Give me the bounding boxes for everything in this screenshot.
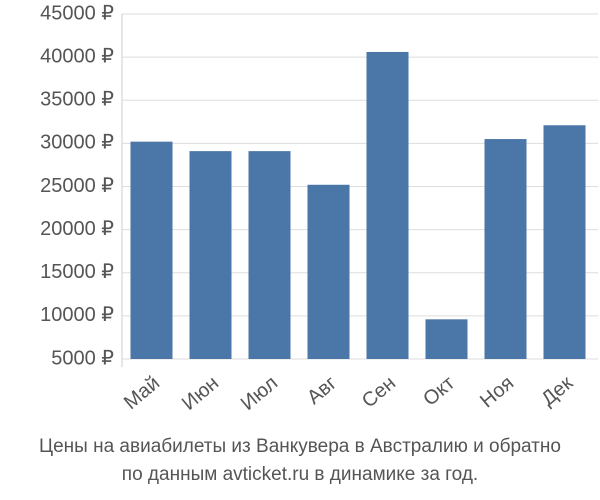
bar xyxy=(543,125,586,359)
y-tick-label: 25000 ₽ xyxy=(40,175,114,197)
y-tick-label: 15000 ₽ xyxy=(40,261,114,283)
y-tick-label: 5000 ₽ xyxy=(51,347,114,369)
x-tick-label: Сен xyxy=(358,372,400,412)
x-tick-label: Авг xyxy=(303,372,341,409)
x-tick-label: Май xyxy=(120,372,164,414)
y-tick-label: 10000 ₽ xyxy=(40,304,114,326)
x-tick-label: Июн xyxy=(178,372,223,415)
bar xyxy=(425,319,468,359)
bar xyxy=(484,139,527,359)
y-tick-label: 35000 ₽ xyxy=(40,89,114,111)
chart-subtitle: по данным avticket.ru в динамике за год. xyxy=(122,464,478,485)
bar xyxy=(366,51,409,359)
y-tick-label: 20000 ₽ xyxy=(40,218,114,240)
x-tick-label: Ноя xyxy=(476,372,518,412)
y-tick-label: 30000 ₽ xyxy=(40,132,114,154)
y-tick-label: 40000 ₽ xyxy=(40,45,114,67)
bar xyxy=(248,151,291,359)
bar xyxy=(189,151,232,359)
x-tick-label: Окт xyxy=(419,372,459,411)
bar xyxy=(307,184,350,359)
x-tick-label: Дек xyxy=(537,372,577,410)
x-tick-label: Июл xyxy=(237,372,282,415)
y-tick-label: 45000 ₽ xyxy=(40,2,114,24)
bar xyxy=(130,141,173,359)
chart-title: Цены на авиабилеты из Ванкувера в Австра… xyxy=(39,436,561,457)
